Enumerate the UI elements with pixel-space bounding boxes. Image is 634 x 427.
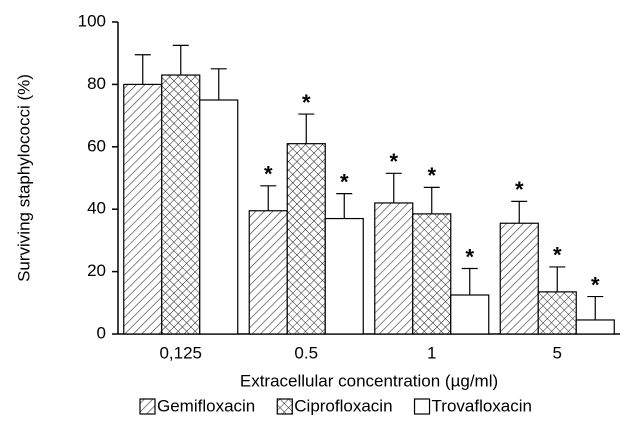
bar: [412, 213, 452, 335]
bar: [123, 83, 163, 335]
error-bar: [260, 185, 277, 211]
bar: [575, 319, 615, 335]
y-tick-label: 100: [78, 11, 106, 30]
y-tick-label: 80: [87, 74, 106, 93]
bar: [499, 222, 539, 335]
x-axis-label: Extracellular concentration (µg/ml): [240, 371, 498, 390]
bar: [248, 210, 288, 335]
error-bar: [210, 68, 227, 100]
y-tick-label: 0: [97, 323, 106, 342]
error-bar: [172, 44, 189, 76]
bar: [537, 291, 577, 335]
bar: [286, 143, 326, 335]
legend-swatch: [276, 398, 293, 415]
x-tick-label: 0,125: [159, 343, 202, 362]
error-bar: [134, 54, 151, 85]
y-tick-label: 60: [87, 136, 106, 155]
significance-marker: *: [553, 243, 562, 268]
error-bar: [549, 266, 566, 292]
y-tick-label: 40: [87, 199, 106, 218]
bar: [324, 217, 364, 335]
bar: [374, 202, 414, 335]
significance-marker: *: [465, 244, 474, 269]
significance-marker: *: [389, 149, 398, 174]
y-tick-label: 20: [87, 261, 106, 280]
legend-label: Gemifloxacin: [157, 396, 255, 415]
significance-marker: *: [427, 163, 436, 188]
x-tick-label: 0.5: [294, 343, 318, 362]
legend-swatch: [139, 398, 156, 415]
error-bar: [385, 172, 402, 203]
bar: [161, 74, 201, 335]
significance-marker: *: [515, 177, 524, 202]
bar: [199, 99, 239, 335]
x-tick-label: 5: [553, 343, 562, 362]
error-bar: [423, 186, 440, 214]
legend-label: Ciprofloxacin: [294, 396, 392, 415]
error-bar: [587, 295, 604, 320]
legend-label: Trovafloxacin: [432, 396, 532, 415]
bar: [450, 294, 490, 335]
error-bar: [511, 200, 528, 224]
y-axis-label: Surviving staphylococci (%): [14, 74, 33, 282]
error-bar: [336, 193, 353, 219]
x-tick-label: 1: [427, 343, 436, 362]
significance-marker: *: [591, 272, 600, 297]
legend-swatch: [413, 398, 431, 415]
significance-marker: *: [340, 169, 349, 194]
significance-marker: *: [302, 90, 311, 115]
significance-marker: *: [264, 162, 273, 187]
error-bar: [298, 113, 315, 144]
error-bar: [461, 267, 478, 295]
